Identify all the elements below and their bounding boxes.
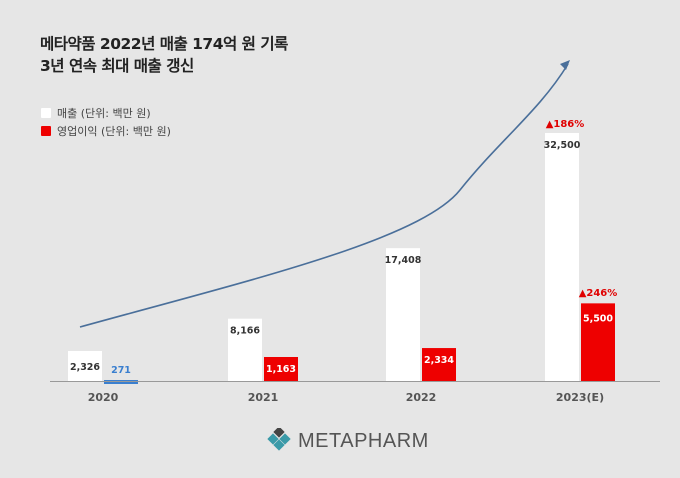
- operating-income-label: 2,334: [424, 355, 454, 366]
- legend-label-revenue: 매출 (단위: 백만 원): [57, 107, 151, 120]
- revenue-growth-annotation: ▲186%: [546, 119, 585, 130]
- logo: METAPHARM: [266, 428, 429, 454]
- x-tick-label: 2022: [406, 391, 437, 404]
- operating-income-bar: [581, 303, 615, 381]
- x-tick-label: 2021: [248, 391, 279, 404]
- operating-income-label: 1,163: [266, 364, 296, 375]
- legend-label-operating-income: 영업이익 (단위: 백만 원): [57, 125, 171, 138]
- legend-swatch-operating-income: [41, 126, 51, 136]
- revenue-label: 2,326: [70, 362, 100, 373]
- title-line-2: 3년 연속 최대 매출 갱신: [40, 57, 194, 75]
- operating-income-label: 5,500: [583, 313, 613, 324]
- logo-diamond-icon: [267, 428, 291, 451]
- logo-text: METAPHARM: [298, 429, 429, 452]
- revenue-bar: [68, 351, 102, 381]
- operating-income-label: 271: [111, 365, 131, 376]
- legend-swatch-revenue: [41, 108, 51, 118]
- operating-income-bar: [422, 348, 456, 381]
- trend-curve: [79, 63, 569, 328]
- x-tick-label: 2020: [88, 391, 119, 404]
- legend-item-operating-income: 영업이익 (단위: 백만 원): [41, 123, 171, 139]
- revenue-bar: [386, 248, 420, 381]
- legend-item-revenue: 매출 (단위: 백만 원): [41, 105, 151, 121]
- chart-title: 메타약품 2022년 매출 174억 원 기록 3년 연속 최대 매출 갱신: [40, 33, 288, 77]
- trend-arrowhead-icon: [560, 60, 570, 70]
- revenue-label: 32,500: [544, 140, 581, 151]
- revenue-label: 17,408: [385, 255, 422, 266]
- revenue-label: 8,166: [230, 326, 260, 337]
- revenue-bar: [545, 133, 579, 381]
- x-tick-label: 2023(E): [556, 391, 604, 404]
- operating-income-growth-annotation: ▲246%: [579, 288, 618, 299]
- title-line-1: 메타약품 2022년 매출 174억 원 기록: [40, 35, 288, 53]
- revenue-bar: [228, 318, 262, 381]
- operating-income-bar: [264, 357, 298, 381]
